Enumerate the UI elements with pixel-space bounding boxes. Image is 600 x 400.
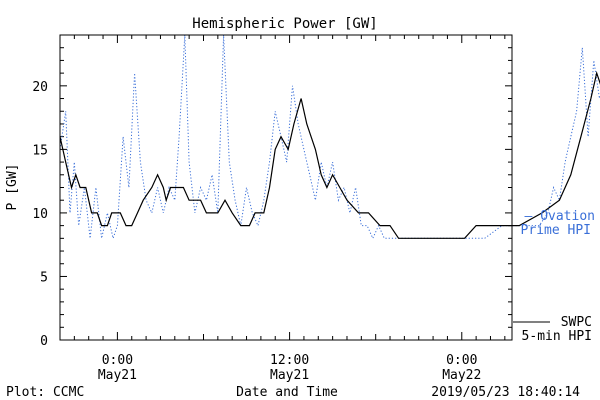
y-tick-label: 5 bbox=[40, 270, 48, 285]
legend-label-ovation-line1: — Ovation bbox=[525, 209, 595, 224]
y-tick-label: 15 bbox=[32, 143, 48, 158]
data-series bbox=[59, 34, 600, 241]
x-tick-label-time: 12:00 bbox=[270, 353, 309, 368]
x-tick-label-time: 0:00 bbox=[102, 353, 133, 368]
plot-source-label: Plot: CCMC bbox=[6, 385, 84, 400]
y-tick-label: 0 bbox=[40, 334, 48, 349]
series-line-swpc-hpi bbox=[59, 70, 600, 239]
x-tick-label-date: May22 bbox=[442, 368, 481, 383]
x-tick-label-date: May21 bbox=[270, 368, 309, 383]
plot-timestamp: 2019/05/23 18:40:14 bbox=[431, 385, 580, 400]
legend-label-swpc-line2: 5-min HPI bbox=[522, 329, 592, 344]
plot-frame bbox=[59, 34, 513, 341]
y-tick-label: 10 bbox=[32, 207, 48, 222]
legend-label-swpc-line1: SWPC bbox=[561, 315, 592, 330]
y-tick-label: 20 bbox=[32, 80, 48, 95]
x-tick-label-date: May21 bbox=[98, 368, 137, 383]
x-axis-label: Date and Time bbox=[236, 385, 338, 400]
y-axis-label: P [GW] bbox=[5, 164, 20, 211]
legend-label-ovation-line2: Prime HPI bbox=[521, 223, 591, 238]
chart-title: Hemispheric Power [GW] bbox=[192, 16, 377, 32]
x-tick-label-time: 0:00 bbox=[446, 353, 477, 368]
